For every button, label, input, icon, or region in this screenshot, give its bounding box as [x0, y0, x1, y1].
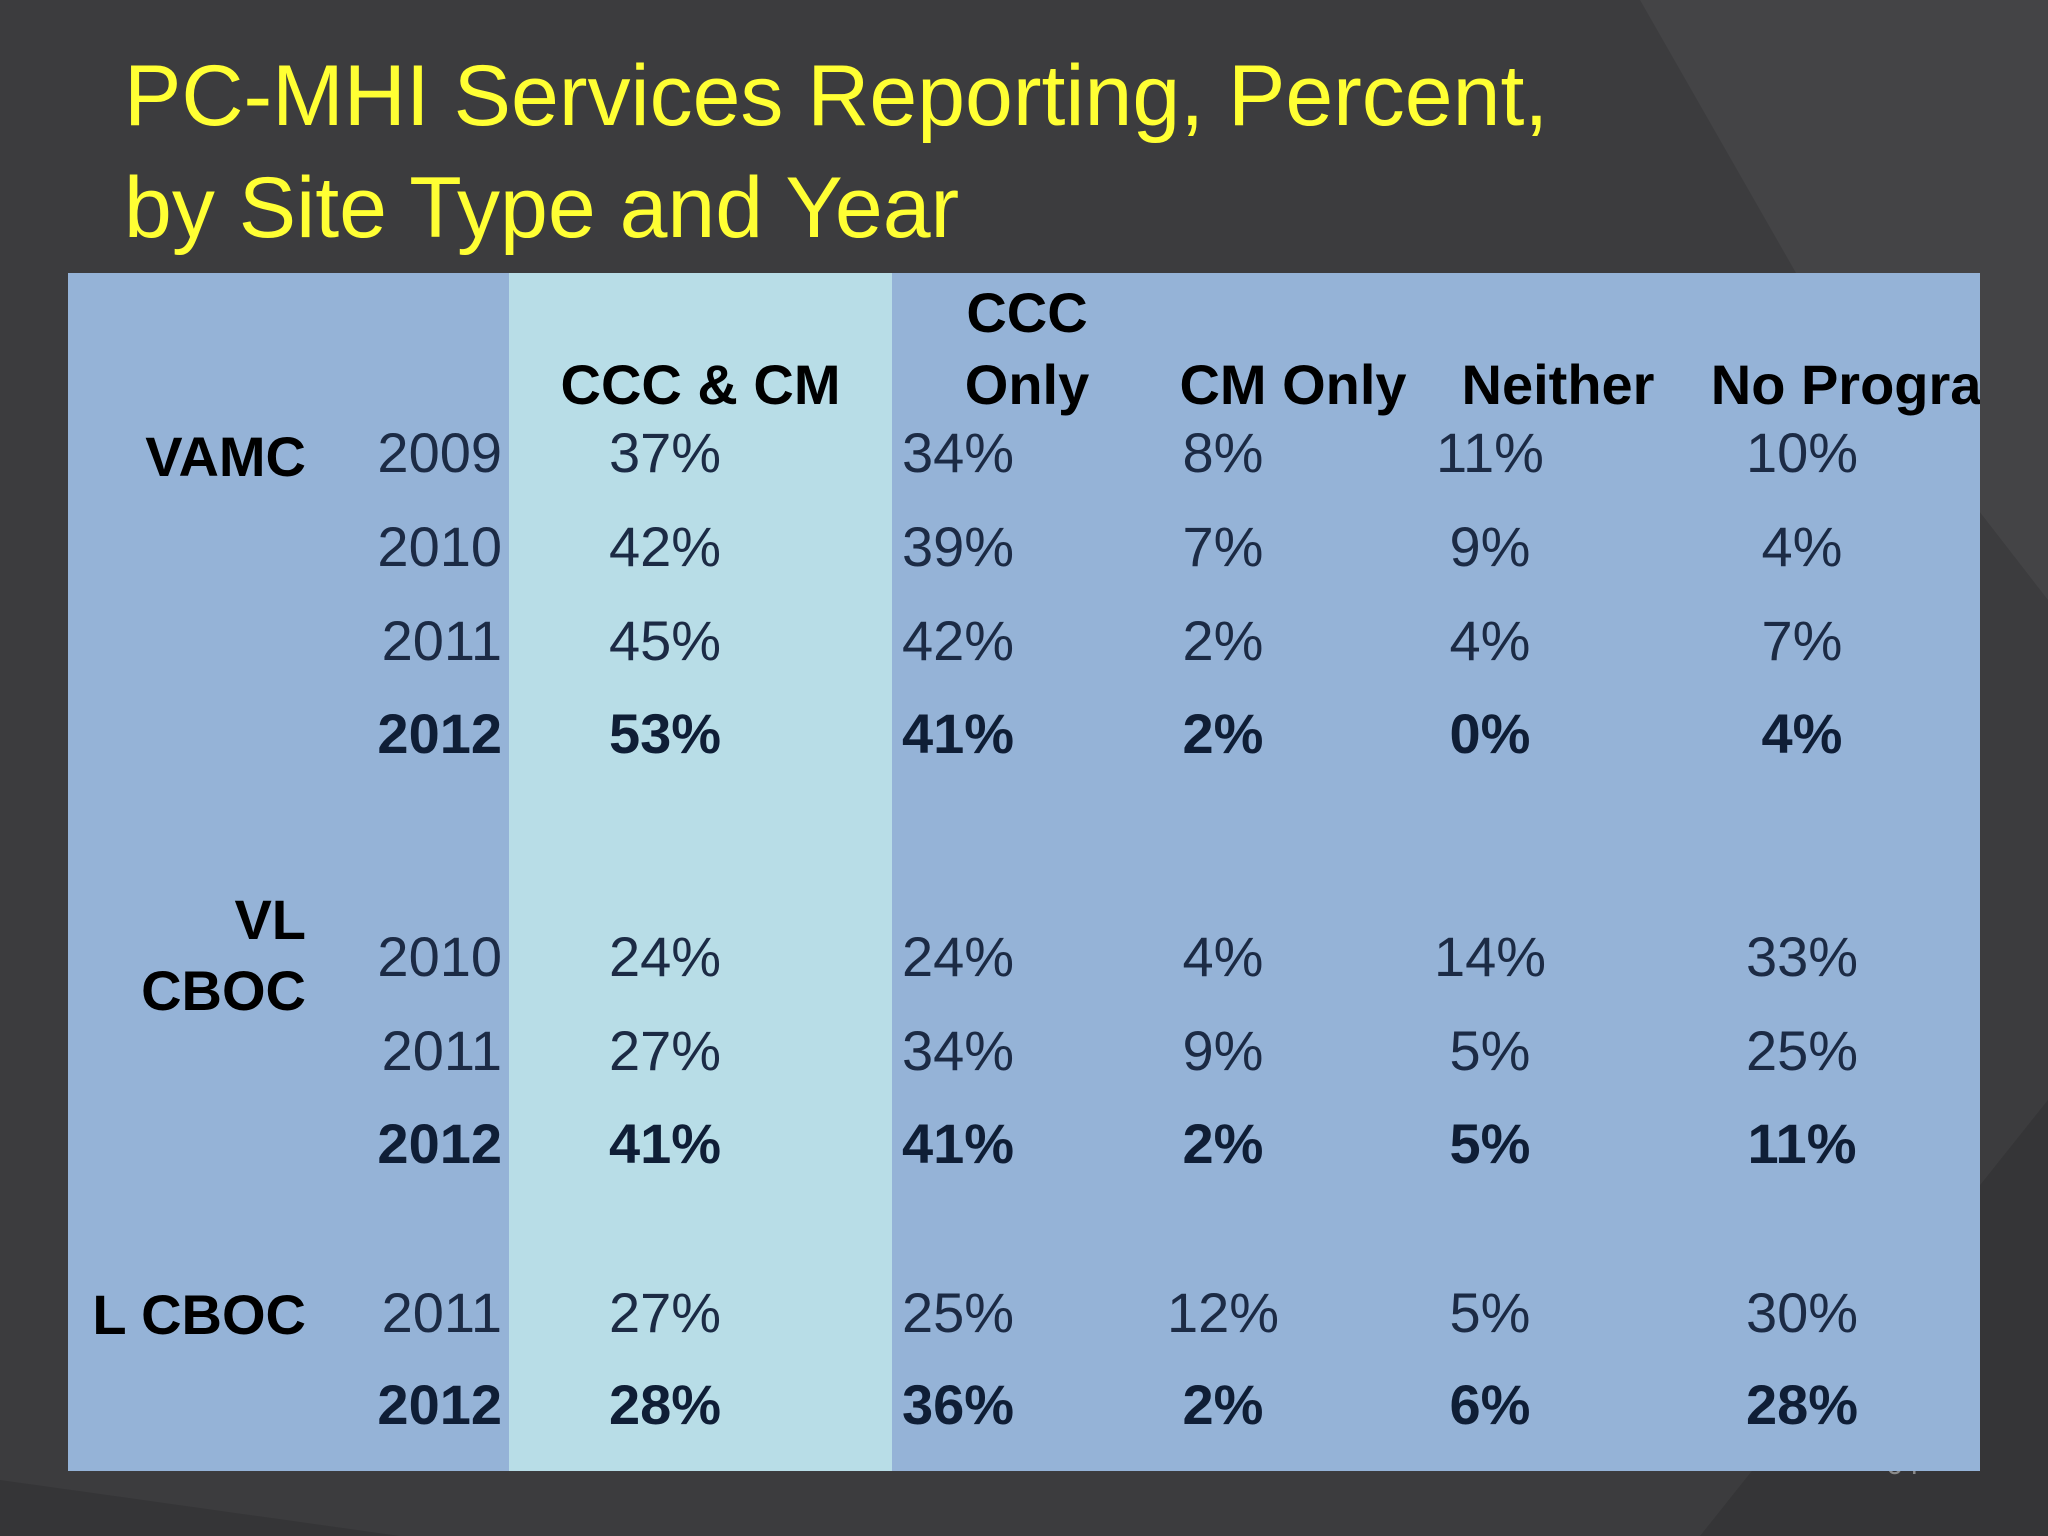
- value-cell-ccc-only: 34%: [901, 421, 1015, 484]
- value-cell-ccc-cm: 41%: [608, 1112, 722, 1175]
- value-cell-no-program: 4%: [1761, 702, 1843, 765]
- value-cell-ccc-only: 24%: [901, 925, 1015, 988]
- site-label: VL: [234, 888, 306, 951]
- site-label: L CBOC: [92, 1283, 306, 1346]
- year-cell: 2009: [377, 421, 502, 484]
- value-cell-ccc-only: 42%: [901, 609, 1015, 672]
- value-cell-no-program: 10%: [1745, 421, 1859, 484]
- year-cell: 2010: [377, 925, 502, 988]
- value-cell-ccc-cm: 24%: [608, 925, 722, 988]
- value-cell-cm-only: 2%: [1182, 1112, 1264, 1175]
- value-cell-neither: 5%: [1449, 1281, 1531, 1344]
- value-cell-no-program: 28%: [1745, 1373, 1859, 1436]
- value-cell-cm-only: 4%: [1182, 925, 1264, 988]
- site-label: CBOC: [141, 959, 306, 1022]
- year-cell: 2011: [381, 1281, 502, 1344]
- value-cell-neither: 5%: [1449, 1019, 1531, 1082]
- value-cell-neither: 5%: [1449, 1112, 1531, 1175]
- title-line-2: by Site Type and Year: [124, 160, 960, 256]
- header-ccc-cm: CCC & CM: [560, 353, 841, 416]
- value-cell-no-program: 7%: [1761, 609, 1843, 672]
- value-cell-ccc-only: 41%: [901, 702, 1015, 765]
- year-cell: 2011: [381, 1019, 502, 1082]
- value-cell-no-program: 30%: [1745, 1281, 1859, 1344]
- value-cell-ccc-only: 34%: [901, 1019, 1015, 1082]
- header-no-program: No Program: [1710, 353, 1980, 416]
- header-ccc-only-line1: CCC: [966, 281, 1088, 344]
- value-cell-cm-only: 2%: [1182, 609, 1264, 672]
- value-cell-ccc-cm: 45%: [608, 609, 722, 672]
- value-cell-neither: 9%: [1449, 515, 1531, 578]
- page-title: PC-MHI Services Reporting, Percent, by S…: [124, 40, 1548, 264]
- value-cell-ccc-cm: 27%: [608, 1019, 722, 1082]
- value-cell-neither: 6%: [1449, 1373, 1531, 1436]
- year-cell: 2011: [381, 609, 502, 672]
- value-cell-ccc-only: 41%: [901, 1112, 1015, 1175]
- header-neither: Neither: [1461, 353, 1655, 416]
- value-cell-ccc-only: 39%: [901, 515, 1015, 578]
- value-cell-no-program: 11%: [1747, 1112, 1857, 1175]
- value-cell-no-program: 33%: [1745, 925, 1859, 988]
- value-cell-ccc-only: 36%: [901, 1373, 1015, 1436]
- value-cell-cm-only: 9%: [1182, 1019, 1264, 1082]
- value-cell-cm-only: 12%: [1166, 1281, 1280, 1344]
- value-cell-no-program: 4%: [1761, 515, 1843, 578]
- value-cell-neither: 4%: [1449, 609, 1531, 672]
- header-ccc-only-line2: Only: [964, 353, 1090, 416]
- value-cell-neither: 0%: [1449, 702, 1531, 765]
- value-cell-ccc-cm: 28%: [608, 1373, 722, 1436]
- value-cell-cm-only: 8%: [1182, 421, 1264, 484]
- value-cell-cm-only: 2%: [1182, 702, 1264, 765]
- year-cell: 2012: [377, 702, 502, 765]
- value-cell-ccc-cm: 37%: [608, 421, 722, 484]
- header-cm-only: CM Only: [1179, 353, 1407, 416]
- year-cell: 2010: [377, 515, 502, 578]
- year-cell: 2012: [377, 1112, 502, 1175]
- value-cell-neither: 14%: [1433, 925, 1547, 988]
- data-table: CCC & CM CCC Only CM Only Neither No Pro…: [68, 273, 1980, 1471]
- title-line-1: PC-MHI Services Reporting, Percent,: [124, 48, 1549, 144]
- value-cell-ccc-only: 25%: [901, 1281, 1015, 1344]
- value-cell-cm-only: 7%: [1182, 515, 1264, 578]
- value-cell-no-program: 25%: [1745, 1019, 1859, 1082]
- value-cell-cm-only: 2%: [1182, 1373, 1264, 1436]
- year-cell: 2012: [377, 1373, 502, 1436]
- value-cell-ccc-cm: 27%: [608, 1281, 722, 1344]
- value-cell-neither: 11%: [1436, 421, 1544, 484]
- value-cell-ccc-cm: 42%: [608, 515, 722, 578]
- highlight-column: [509, 273, 892, 1471]
- value-cell-ccc-cm: 53%: [608, 702, 722, 765]
- site-label: VAMC: [145, 425, 306, 488]
